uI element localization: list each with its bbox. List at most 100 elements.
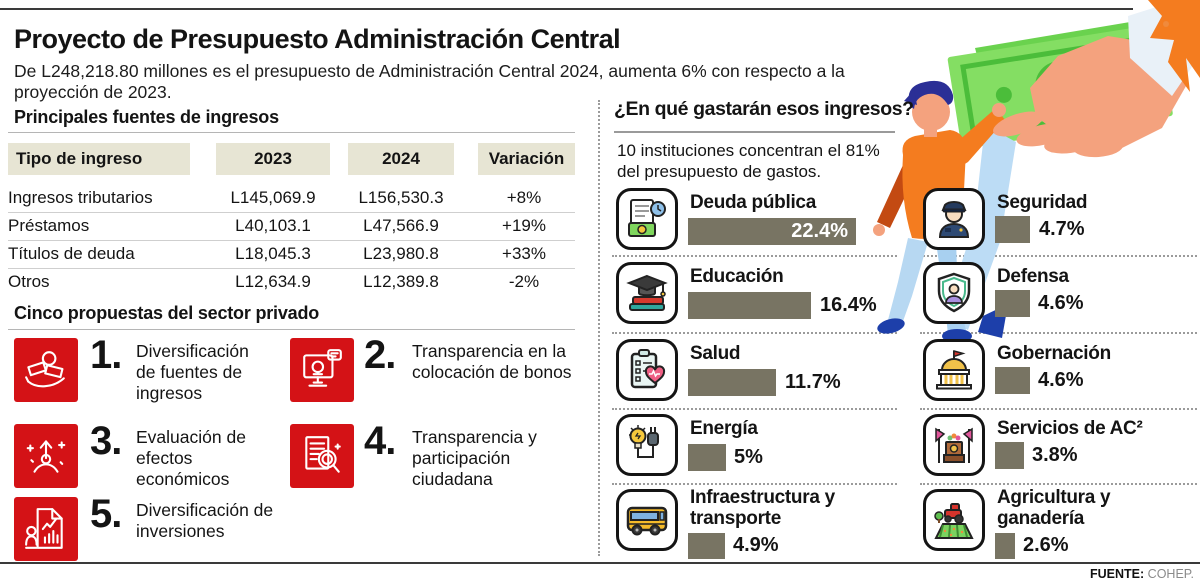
row-2023: L40,103.1 (235, 216, 311, 235)
bar-value: 3.8% (1032, 444, 1078, 466)
row-2023: L12,634.9 (235, 272, 311, 291)
education-icon (616, 262, 678, 324)
bar-value: 16.4% (820, 294, 877, 316)
spending-label: Agricultura y ganadería (997, 487, 1111, 529)
spending-bar (995, 216, 1031, 243)
spending-bar (995, 290, 1030, 317)
monitor-bond-icon (290, 338, 354, 402)
spending-label: Seguridad (997, 192, 1088, 213)
spending-section-title: ¿En qué gastarán esos ingresos? (614, 98, 914, 120)
table-row: Títulos de deuda L18,045.3 L23,980.8 +33… (8, 240, 575, 268)
spending-subtitle: 10 instituciones concentran el 81% del p… (617, 141, 880, 181)
proposal-number: 1. (90, 333, 122, 377)
spending-label: Educación (690, 266, 784, 287)
bar-value: 4.9% (733, 534, 779, 556)
spending-bar (688, 444, 726, 471)
row-divider (8, 240, 575, 241)
income-col-tipo: Tipo de ingreso (8, 143, 190, 175)
income-col-2024: 2024 (348, 143, 454, 175)
proposal-text: Evaluación de efectos económicos (136, 427, 246, 489)
income-section-title: Principales fuentes de ingresos (14, 107, 279, 127)
spending-label: Gobernación (997, 343, 1111, 364)
bar-value: 4.7% (1039, 218, 1085, 240)
proposal-text: Diversificación de fuentes de ingresos (136, 341, 249, 403)
spending-bar (688, 292, 811, 319)
spending-divider (614, 131, 895, 133)
spending-label: Infraestructura y transporte (690, 487, 835, 529)
row-2023: L18,045.3 (235, 244, 311, 263)
public-debt-icon (616, 188, 678, 250)
separator (612, 255, 897, 257)
row-label: Préstamos (8, 216, 90, 235)
row-label: Títulos de deuda (8, 244, 135, 263)
agriculture-icon (923, 489, 985, 551)
proposal-number: 3. (90, 419, 122, 463)
row-label: Ingresos tributarios (8, 188, 153, 207)
separator (920, 255, 1197, 257)
bar-value: 11.7% (785, 371, 841, 393)
spending-label: Defensa (997, 266, 1069, 287)
top-divider (0, 8, 1133, 10)
separator (612, 408, 897, 410)
security-icon (923, 188, 985, 250)
income-col-variacion: Variación (478, 143, 575, 175)
spending-bar (995, 367, 1030, 394)
row-2023: L145,069.9 (230, 188, 316, 207)
ac-services-icon (923, 414, 985, 476)
transport-icon (616, 489, 678, 551)
row-divider (8, 212, 575, 213)
spending-bar (995, 442, 1024, 469)
table-row: Préstamos L40,103.1 L47,566.9 +19% (8, 212, 575, 240)
separator (612, 483, 897, 485)
spending-bar (688, 533, 725, 559)
row-var: +33% (502, 244, 546, 263)
governance-icon (923, 339, 985, 401)
spending-bar (688, 369, 776, 396)
income-divider (8, 132, 575, 133)
proposal-text: Transparencia en la colocación de bonos (412, 341, 572, 382)
proposal-number: 2. (364, 333, 396, 377)
separator (920, 332, 1197, 334)
page-subtitle: De L248,218.80 millones es el presupuest… (14, 61, 845, 102)
proposal-text: Transparencia y participación ciudadana (412, 427, 537, 489)
investment-report-icon (14, 497, 78, 561)
source-label: FUENTE: (1090, 567, 1145, 581)
spending-label: Energía (690, 418, 758, 439)
spending-bar: 22.4% (688, 218, 856, 245)
spending-label: Deuda pública (690, 192, 816, 213)
table-row: Ingresos tributarios L145,069.9 L156,530… (8, 184, 575, 212)
table-row: Otros L12,634.9 L12,389.8 -2% (8, 268, 575, 296)
row-label: Otros (8, 272, 50, 291)
separator (612, 332, 897, 334)
spending-label: Salud (690, 343, 741, 364)
bar-value: 22.4% (791, 220, 848, 242)
separator (920, 483, 1197, 485)
proposals-divider (8, 329, 575, 330)
source-credit: FUENTE: COHEP. (1090, 567, 1194, 581)
bottom-divider (0, 562, 1200, 564)
row-2024: L156,530.3 (358, 188, 444, 207)
income-col-2023: 2023 (216, 143, 330, 175)
spending-bar (995, 533, 1015, 559)
spending-label: Servicios de AC² (997, 418, 1143, 439)
economic-growth-icon (14, 424, 78, 488)
hand-receiving-money-icon (14, 338, 78, 402)
bar-value: 5% (734, 446, 763, 468)
row-var: +8% (506, 188, 542, 207)
document-magnifier-icon (290, 424, 354, 488)
row-var: +19% (502, 216, 546, 235)
health-icon (616, 339, 678, 401)
row-var: -2% (508, 272, 540, 291)
row-2024: L47,566.9 (363, 216, 439, 235)
row-2024: L23,980.8 (363, 244, 439, 263)
proposal-text: Diversificación de inversiones (136, 500, 274, 541)
row-divider (8, 268, 575, 269)
source-value: COHEP. (1147, 567, 1194, 581)
proposals-section-title: Cinco propuestas del sector privado (14, 303, 320, 323)
page-title: Proyecto de Presupuesto Administración C… (14, 24, 621, 54)
proposal-number: 4. (364, 419, 396, 463)
proposal-number: 5. (90, 492, 122, 536)
defense-icon (923, 262, 985, 324)
energy-icon (616, 414, 678, 476)
